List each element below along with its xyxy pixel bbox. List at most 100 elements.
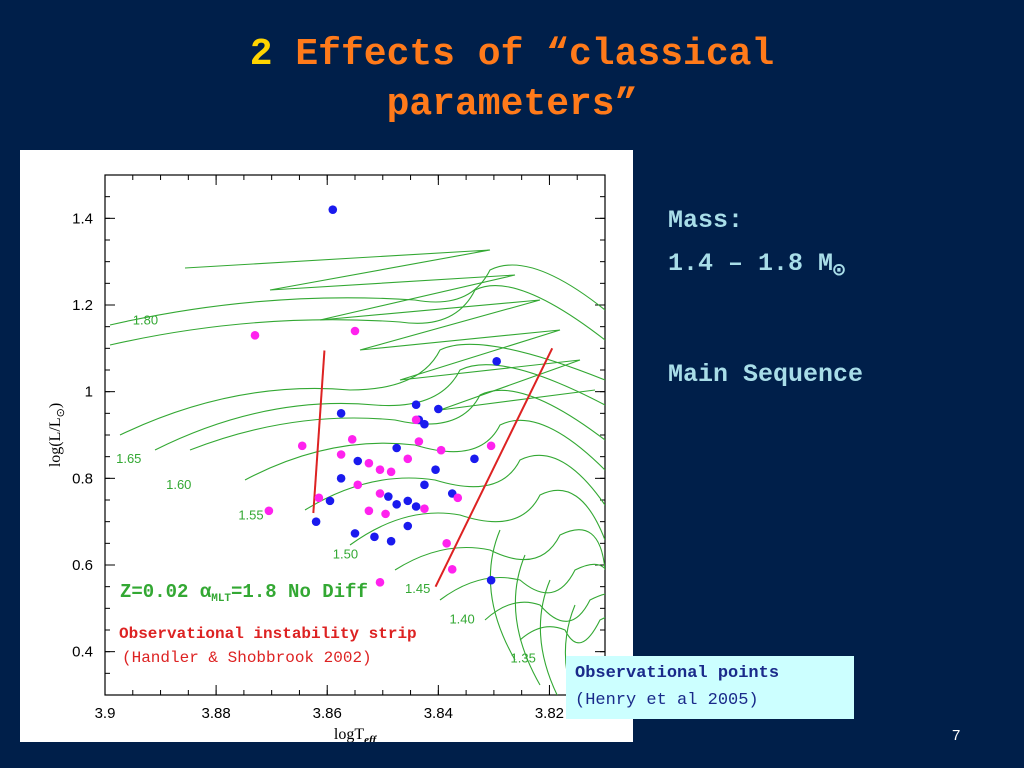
blue-point bbox=[403, 496, 413, 506]
y-tick-label: 0.6 bbox=[72, 557, 93, 574]
hr-diagram-chart: 3.9 3.88 3.86 3.84 3.82 0.4 0.6 0.8 1 1.2 1.4 logTe… bbox=[47, 174, 606, 742]
slide-title: 2 Effects of “classical parameters” bbox=[0, 30, 1024, 130]
evolutionary-track bbox=[484, 593, 605, 622]
track-hook bbox=[489, 529, 516, 661]
x-tick-label: 3.86 bbox=[313, 705, 342, 722]
blue-point bbox=[392, 500, 401, 509]
strip-reference: (Handler & Shobbrook 2002) bbox=[122, 649, 372, 667]
magenta-point bbox=[347, 435, 357, 444]
hr-diagram-panel: 3.9 3.88 3.86 3.84 3.82 0.4 0.6 0.8 1 1.2 1.4 logTe… bbox=[20, 150, 633, 742]
title-line1: Effects of “classical bbox=[295, 33, 775, 76]
page-number: 7 bbox=[952, 727, 961, 744]
instability-strip bbox=[312, 347, 554, 588]
track-mass-label: 1.80 bbox=[133, 313, 158, 328]
blue-points bbox=[311, 205, 501, 585]
track-mass-label: 1.55 bbox=[238, 508, 263, 523]
magenta-point bbox=[350, 326, 360, 336]
y-tick-label: 1.2 bbox=[72, 297, 93, 314]
magenta-points bbox=[250, 326, 496, 587]
blue-point bbox=[353, 456, 363, 466]
track-mass-labels: 1.80 1.65 1.60 1.55 1.50 1.45 1.40 1.35 bbox=[116, 313, 536, 666]
blue-point bbox=[470, 454, 479, 464]
mass-range: 1.4 – 1.8 M⊙ bbox=[668, 244, 845, 292]
title-line2: parameters” bbox=[386, 83, 638, 126]
model-annotation: Z=0.02 αMLT=1.8 No Diff bbox=[120, 581, 368, 605]
magenta-point bbox=[414, 437, 424, 446]
evolutionary-track bbox=[349, 489, 605, 546]
magenta-point bbox=[420, 504, 429, 513]
obs-points-label: Observational points bbox=[575, 664, 780, 683]
mass-range-text: 1.4 – 1.8 M bbox=[668, 249, 834, 278]
magenta-point bbox=[436, 445, 446, 455]
strip-label: Observational instability strip bbox=[119, 625, 417, 643]
observational-points-legend: Observational points (Henry et al 2005) bbox=[566, 656, 854, 719]
magenta-point bbox=[264, 506, 274, 516]
magenta-point bbox=[375, 465, 385, 474]
evolutionary-track bbox=[244, 419, 605, 481]
evolutionary-track bbox=[189, 389, 605, 451]
blue-point bbox=[325, 496, 335, 506]
track-hook bbox=[514, 554, 541, 686]
evolutionary-track bbox=[519, 617, 605, 644]
magenta-point bbox=[375, 489, 385, 498]
evolutionary-track bbox=[109, 264, 605, 326]
track-mass-label: 1.50 bbox=[333, 547, 358, 562]
y-tick-label: 1 bbox=[85, 384, 93, 401]
blue-point bbox=[336, 409, 346, 418]
track-mass-label: 1.60 bbox=[166, 477, 191, 492]
sun-symbol: ⊙ bbox=[833, 260, 846, 283]
blue-point bbox=[411, 502, 421, 511]
magenta-point bbox=[486, 441, 496, 451]
blue-point bbox=[370, 532, 379, 542]
magenta-point bbox=[364, 506, 374, 516]
evolutionary-track bbox=[439, 563, 605, 601]
blue-point bbox=[492, 357, 501, 366]
x-tick-label: 3.88 bbox=[202, 705, 231, 722]
strip-blue-edge bbox=[312, 350, 326, 514]
evolutionary-track bbox=[304, 454, 605, 511]
magenta-point bbox=[250, 331, 260, 340]
x-tick-label: 3.9 bbox=[95, 705, 116, 722]
y-axis-label: log(L/L⊙) bbox=[47, 403, 67, 467]
blue-point bbox=[350, 529, 360, 538]
y-tick-label: 1.4 bbox=[72, 210, 93, 227]
y-tick-label: 0.8 bbox=[72, 470, 93, 487]
main-sequence-label: Main Sequence bbox=[668, 360, 864, 389]
blue-point bbox=[311, 517, 321, 526]
plot-frame bbox=[104, 174, 606, 696]
evolutionary-track bbox=[109, 285, 605, 346]
magenta-point bbox=[386, 467, 396, 477]
magenta-point bbox=[453, 493, 463, 503]
magenta-point bbox=[336, 450, 346, 459]
blue-point bbox=[434, 404, 443, 414]
magenta-point bbox=[353, 480, 363, 490]
blue-point bbox=[420, 419, 429, 429]
blue-point bbox=[336, 474, 346, 483]
x-tick-label: 3.84 bbox=[424, 705, 453, 722]
blue-point bbox=[411, 400, 421, 409]
mass-label: Mass: bbox=[668, 206, 744, 235]
blue-point bbox=[384, 492, 393, 501]
track-mass-label: 1.35 bbox=[511, 651, 536, 666]
track-mass-label: 1.45 bbox=[405, 581, 430, 596]
track-hook bbox=[539, 579, 558, 695]
strip-red-edge bbox=[434, 347, 554, 588]
track-mass-label: 1.65 bbox=[116, 451, 141, 466]
y-tick-label: 0.4 bbox=[72, 644, 93, 661]
blue-point bbox=[392, 443, 401, 453]
magenta-point bbox=[442, 539, 451, 548]
title-number: 2 bbox=[249, 33, 273, 76]
magenta-point bbox=[375, 578, 385, 587]
evolutionary-track bbox=[394, 529, 605, 571]
magenta-point bbox=[297, 441, 307, 451]
obs-points-ref: (Henry et al 2005) bbox=[575, 691, 759, 710]
blue-point bbox=[486, 575, 496, 585]
ticks: 3.9 3.88 3.86 3.84 3.82 0.4 0.6 0.8 1 1.2 1.4 bbox=[72, 174, 606, 722]
magenta-point bbox=[403, 454, 413, 464]
magenta-point bbox=[411, 415, 421, 425]
magenta-point bbox=[447, 565, 457, 574]
blue-point bbox=[420, 480, 429, 490]
blue-point bbox=[386, 536, 396, 546]
blue-point bbox=[403, 521, 413, 531]
magenta-point bbox=[381, 509, 390, 519]
